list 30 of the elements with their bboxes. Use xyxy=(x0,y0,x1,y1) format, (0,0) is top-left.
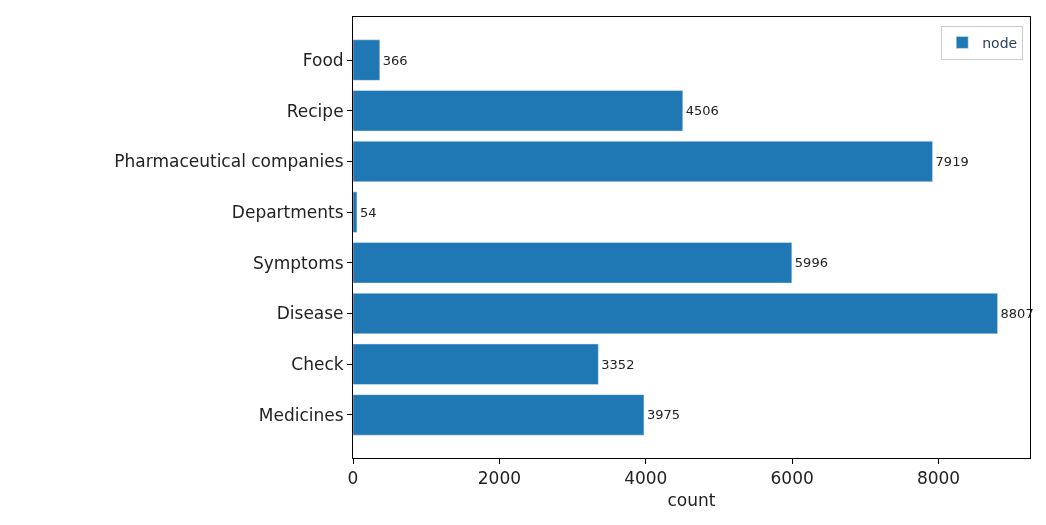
x-tick-label: 8000 xyxy=(916,468,961,489)
y-tick-label: Disease xyxy=(276,303,344,324)
bar xyxy=(353,90,684,132)
legend-label: node xyxy=(982,34,1018,51)
x-tick-label: 0 xyxy=(347,468,359,489)
x-tick-label: 4000 xyxy=(624,468,668,489)
data-label: 4506 xyxy=(685,103,719,119)
data-label: 54 xyxy=(359,204,377,220)
x-tick-label: 2000 xyxy=(477,468,522,489)
data-label: 7919 xyxy=(935,153,969,169)
x-axis-title: count xyxy=(667,489,716,510)
bar xyxy=(353,343,599,385)
data-label: 366 xyxy=(382,52,408,68)
y-tick-label: Symptoms xyxy=(252,252,344,273)
y-tick-label: Medicines xyxy=(258,404,344,425)
y-tick-label: Pharmaceutical companies xyxy=(114,151,344,172)
bar xyxy=(353,39,381,81)
bar xyxy=(353,394,645,436)
data-label: 5996 xyxy=(794,255,828,271)
y-tick-label: Check xyxy=(291,354,344,375)
bar xyxy=(353,140,933,182)
bar xyxy=(353,191,358,233)
data-label: 3352 xyxy=(601,356,635,372)
bar xyxy=(353,242,793,284)
y-tick-label: Departments xyxy=(231,202,344,223)
bar xyxy=(353,293,998,335)
x-tick-label: 6000 xyxy=(770,468,814,489)
data-label: 3975 xyxy=(646,407,681,423)
y-tick-label: Food xyxy=(302,50,344,71)
y-tick-label: Recipe xyxy=(286,100,344,121)
